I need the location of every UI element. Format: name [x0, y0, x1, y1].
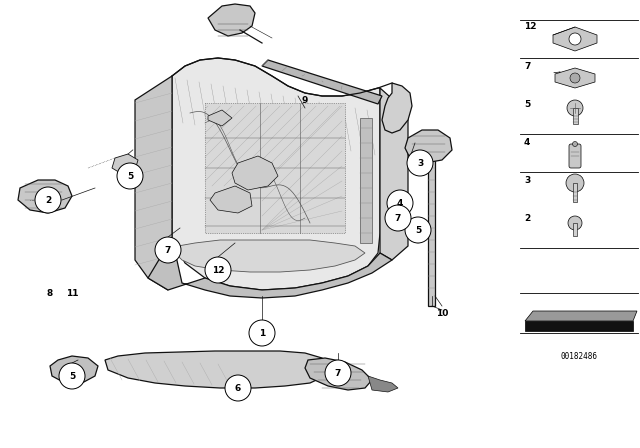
Text: 8: 8	[47, 289, 53, 297]
Circle shape	[570, 73, 580, 83]
Text: 2: 2	[524, 214, 531, 223]
Text: 12: 12	[524, 22, 536, 31]
Text: 11: 11	[66, 289, 78, 297]
Polygon shape	[135, 76, 172, 290]
Text: 5: 5	[127, 172, 133, 181]
Polygon shape	[148, 238, 392, 298]
Text: 00182486: 00182486	[561, 352, 598, 361]
Text: 1: 1	[259, 328, 265, 337]
Circle shape	[249, 320, 275, 346]
Text: 7: 7	[395, 214, 401, 223]
Polygon shape	[555, 68, 595, 88]
Polygon shape	[210, 186, 252, 213]
Polygon shape	[360, 118, 372, 243]
Polygon shape	[428, 160, 435, 306]
Polygon shape	[18, 180, 72, 213]
Text: 2: 2	[45, 195, 51, 204]
Text: 6: 6	[235, 383, 241, 392]
Polygon shape	[525, 311, 637, 321]
Circle shape	[155, 237, 181, 263]
FancyBboxPatch shape	[569, 144, 581, 168]
Polygon shape	[205, 103, 345, 233]
Polygon shape	[112, 154, 138, 174]
Text: 5: 5	[69, 371, 75, 380]
FancyBboxPatch shape	[573, 183, 577, 202]
Polygon shape	[208, 4, 255, 36]
Polygon shape	[305, 358, 372, 390]
Polygon shape	[382, 83, 412, 133]
Circle shape	[35, 187, 61, 213]
Circle shape	[573, 142, 577, 146]
Polygon shape	[405, 130, 452, 163]
Text: 9: 9	[302, 95, 308, 104]
Polygon shape	[525, 321, 633, 331]
Text: 7: 7	[165, 246, 171, 254]
Text: 5: 5	[415, 225, 421, 234]
Circle shape	[567, 100, 583, 116]
Circle shape	[225, 375, 251, 401]
Text: 4: 4	[524, 138, 531, 147]
FancyBboxPatch shape	[573, 223, 577, 236]
Circle shape	[59, 363, 85, 389]
Circle shape	[387, 190, 413, 216]
Polygon shape	[368, 376, 398, 392]
Circle shape	[568, 216, 582, 230]
Circle shape	[117, 163, 143, 189]
Text: 3: 3	[417, 159, 423, 168]
Circle shape	[385, 205, 411, 231]
Circle shape	[405, 217, 431, 243]
Text: 12: 12	[212, 266, 224, 275]
Polygon shape	[172, 58, 380, 290]
Text: 7: 7	[524, 62, 531, 71]
Polygon shape	[232, 156, 278, 190]
Text: 3: 3	[524, 176, 531, 185]
Circle shape	[205, 257, 231, 283]
Polygon shape	[553, 27, 597, 51]
Polygon shape	[380, 88, 408, 260]
FancyBboxPatch shape	[573, 108, 577, 124]
Polygon shape	[262, 60, 382, 104]
Text: 4: 4	[397, 198, 403, 207]
Text: 10: 10	[436, 309, 448, 318]
Polygon shape	[175, 240, 365, 272]
Circle shape	[569, 33, 581, 45]
Polygon shape	[50, 356, 98, 383]
Polygon shape	[105, 351, 330, 388]
Text: 5: 5	[524, 100, 531, 109]
Circle shape	[566, 174, 584, 192]
Polygon shape	[208, 110, 232, 126]
Text: 7: 7	[335, 369, 341, 378]
Circle shape	[325, 360, 351, 386]
Circle shape	[407, 150, 433, 176]
